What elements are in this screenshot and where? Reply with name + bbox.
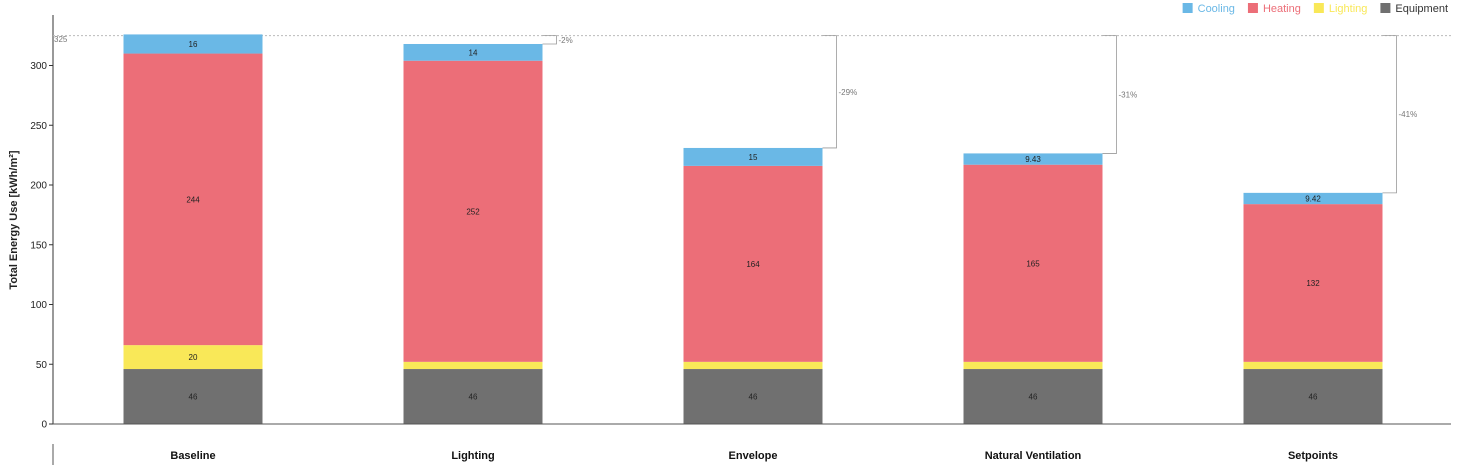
bar-segment-label: 132 [1306, 279, 1320, 288]
reduction-bracket [822, 35, 837, 149]
category-label-baseline: Baseline [170, 450, 215, 462]
reference-line: 325 [53, 35, 1451, 44]
legend-label: Equipment [1395, 3, 1448, 15]
legend-swatch [1247, 3, 1258, 13]
reference-line-label: 325 [54, 35, 68, 44]
category-label-natural-ventilation: Natural Ventilation [985, 450, 1082, 462]
bar-segment-label: 46 [749, 393, 758, 402]
legend-swatch [1182, 3, 1193, 13]
category-label-setpoints: Setpoints [1288, 450, 1338, 462]
reduction-bracket [1382, 35, 1397, 194]
bar-segment-equipment-setpoints [1243, 369, 1383, 424]
y-tick-label: 150 [30, 240, 47, 251]
legend-label: Heating [1263, 3, 1301, 15]
bar-segment-label: 16 [189, 40, 198, 49]
bar-segment-label: 46 [1029, 393, 1038, 402]
bar-segment-lighting-setpoints [1243, 361, 1383, 370]
bar-segment-label: 46 [469, 393, 478, 402]
bar-segment-label: 46 [189, 393, 198, 402]
bar-segment-cooling-baseline [123, 34, 263, 54]
bar-segment-heating-setpoints [1243, 204, 1383, 362]
bar-segment-label: 15 [749, 153, 758, 162]
bar-segment-heating-natural-ventilation [963, 164, 1103, 362]
bar-segment-label: 14 [469, 48, 478, 57]
reduction-bracket [542, 35, 557, 45]
reduction-annotations: -2% -29% -31% -41% [542, 35, 1418, 194]
bar-segment-heating-envelope [683, 165, 823, 362]
bar-segment-equipment-baseline [123, 369, 263, 424]
bar-segment-cooling-setpoints [1243, 192, 1383, 205]
bar-segment-label: 252 [466, 207, 480, 216]
stacked-bars: 46 20 244 16 46 252 14 46 164 15 46 165 9.43 46 132 9.4… [123, 34, 1383, 424]
bar-segment-cooling-envelope [683, 147, 823, 166]
bar-segment-lighting-envelope [683, 361, 823, 370]
bar-segment-label: 46 [1309, 393, 1318, 402]
bar-segment-label: 20 [189, 353, 198, 362]
chart-legend: Cooling Heating Lighting Equipment [1182, 3, 1448, 15]
legend-item-heating: Heating [1247, 3, 1301, 15]
bar-segment-label: 9.43 [1025, 155, 1041, 164]
bar-segment-heating-lighting [403, 60, 543, 362]
reduction-label: -2% [559, 36, 573, 45]
bar-segment-cooling-lighting [403, 43, 543, 61]
y-tick-label: 200 [30, 181, 47, 192]
bar-segment-equipment-natural-ventilation [963, 369, 1103, 424]
bar-segment-label: 9.42 [1305, 194, 1321, 203]
legend-label: Lighting [1329, 3, 1368, 15]
legend-swatch [1380, 3, 1391, 13]
y-tick-label: 250 [30, 121, 47, 132]
legend-item-equipment: Equipment [1380, 3, 1448, 15]
reduction-label: -29% [839, 88, 858, 97]
bar-segment-lighting-lighting [403, 361, 543, 370]
reduction-label: -31% [1119, 91, 1138, 100]
x-axis: Baseline Lighting Envelope Natural Ventilat… [52, 423, 1451, 465]
bar-segment-label: 244 [186, 195, 200, 204]
bar-segment-lighting-baseline [123, 345, 263, 370]
legend-label: Cooling [1198, 3, 1235, 15]
legend-swatch [1313, 3, 1324, 13]
bar-segment-label: 165 [1026, 259, 1040, 268]
y-tick-label: 50 [36, 360, 48, 371]
legend-item-cooling: Cooling [1182, 3, 1235, 15]
bar-segment-cooling-natural-ventilation [963, 153, 1103, 165]
y-axis: Total Energy Use [kWh/m²] 0 50 100 150 200 25… [8, 15, 54, 431]
y-tick-label: 100 [30, 300, 47, 311]
y-tick-label: 0 [41, 420, 47, 431]
legend-item-lighting: Lighting [1313, 3, 1368, 15]
category-label-envelope: Envelope [729, 450, 778, 462]
y-axis-title: Total Energy Use [kWh/m²] [8, 150, 20, 289]
bar-segment-lighting-natural-ventilation [963, 361, 1103, 370]
reduction-bracket [1102, 35, 1117, 154]
y-tick-label: 300 [30, 61, 47, 72]
bar-segment-equipment-envelope [683, 369, 823, 424]
bar-segment-heating-baseline [123, 53, 263, 346]
reduction-label: -41% [1399, 110, 1418, 119]
category-label-lighting: Lighting [451, 450, 494, 462]
bar-segment-equipment-lighting [403, 369, 543, 424]
bar-segment-label: 164 [746, 260, 760, 269]
